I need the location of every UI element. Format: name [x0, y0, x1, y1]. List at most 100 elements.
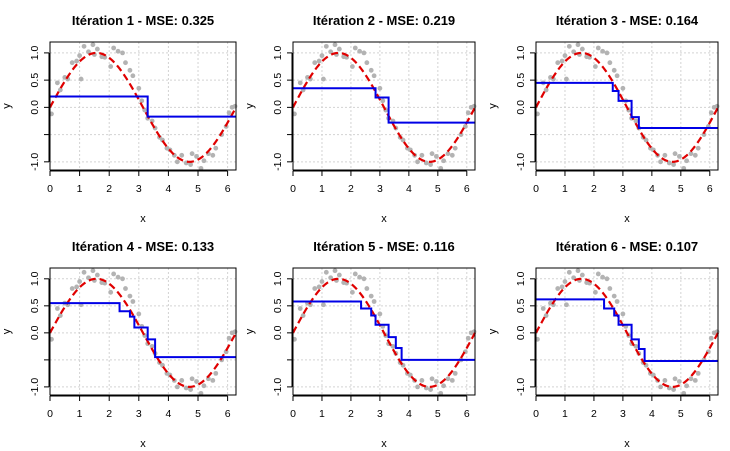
- x-tick-label: 6: [707, 408, 713, 420]
- x-tick-label: 4: [649, 183, 655, 195]
- y-axis: -1.0 0.0 0.5 1.0: [515, 271, 536, 396]
- data-point: [336, 272, 342, 278]
- x-tick-label: 1: [562, 408, 568, 420]
- y-axis: -1.0 0.0 0.5 1.0: [29, 271, 50, 396]
- data-point: [441, 158, 447, 164]
- data-point: [607, 286, 613, 291]
- data-point: [81, 269, 87, 275]
- x-tick-label: 5: [195, 408, 201, 420]
- x-tick-label: 0: [533, 183, 539, 195]
- y-tick-label: 0.5: [29, 298, 41, 313]
- data-point: [123, 60, 128, 66]
- data-point: [188, 387, 194, 392]
- data-point: [564, 76, 569, 82]
- x-axis: 0 1 2 3 4 5 6: [533, 170, 713, 195]
- data-point: [445, 376, 451, 382]
- data-point: [415, 159, 420, 165]
- x-axis: 0 1 2 3 4 5 6: [47, 395, 231, 420]
- data-point: [708, 110, 714, 116]
- data-point: [611, 67, 617, 73]
- data-point: [708, 335, 714, 341]
- y-axis-label: y: [1, 103, 13, 109]
- y-tick-label: 0.0: [272, 325, 284, 340]
- data-point: [676, 153, 682, 159]
- data-point: [377, 311, 383, 317]
- data-point: [316, 58, 322, 64]
- data-point: [643, 137, 649, 143]
- data-point: [595, 271, 601, 277]
- data-point: [189, 151, 195, 157]
- data-point: [600, 274, 606, 280]
- data-point: [428, 162, 433, 167]
- x-axis-label: x: [624, 213, 630, 225]
- data-point: [332, 268, 338, 274]
- data-point: [600, 48, 606, 54]
- data-point: [297, 306, 303, 311]
- data-point: [179, 152, 185, 158]
- x-tick-label: 2: [106, 408, 112, 420]
- y-tick-label: -1.0: [272, 378, 284, 396]
- plot-frame: [292, 41, 476, 171]
- data-point: [120, 50, 125, 56]
- y-tick-label: 0.5: [272, 73, 284, 88]
- grid-lines: [535, 42, 718, 170]
- x-tick-label: 0: [290, 183, 296, 195]
- data-point: [465, 335, 471, 341]
- y-tick-label: 0.0: [29, 100, 41, 115]
- x-axis-label: x: [140, 438, 146, 450]
- grid-lines: [535, 268, 718, 395]
- data-point: [55, 80, 60, 86]
- data-point: [174, 384, 180, 390]
- panel-1: Itération 1 - MSE: 0.325 0 1 2 3 4 5 6 -1.0 0.0 0.…: [1, 13, 238, 225]
- data-point: [595, 45, 601, 51]
- data-point: [676, 379, 682, 384]
- y-axis: -1.0 0.0 0.5 1.0: [29, 45, 50, 171]
- data-point: [566, 269, 572, 275]
- data-point: [614, 299, 620, 304]
- data-point: [136, 311, 142, 317]
- y-axis-label: y: [1, 328, 13, 334]
- x-tick-label: 0: [290, 408, 296, 420]
- x-tick-label: 1: [562, 183, 568, 195]
- data-point: [471, 103, 477, 109]
- data-point: [662, 378, 668, 383]
- data-point: [458, 132, 464, 137]
- x-tick-label: 1: [319, 408, 325, 420]
- data-point: [368, 67, 374, 73]
- data-point: [111, 271, 117, 277]
- x-tick-label: 2: [591, 183, 597, 195]
- data-point: [371, 299, 377, 304]
- data-point: [115, 274, 121, 280]
- data-point: [452, 370, 458, 376]
- data-point: [407, 372, 413, 378]
- panel-title: Itération 3 - MSE: 0.164: [556, 13, 699, 28]
- data-point: [433, 379, 439, 384]
- data-point: [323, 43, 329, 49]
- data-point: [332, 42, 338, 48]
- data-point: [540, 306, 546, 311]
- true-function-line: [292, 277, 476, 388]
- y-tick-label: -1.0: [272, 153, 284, 171]
- data-point: [139, 98, 145, 104]
- data-point: [102, 280, 108, 286]
- y-tick-label: 1.0: [29, 45, 41, 60]
- panel-title: Itération 5 - MSE: 0.116: [313, 239, 455, 254]
- data-point: [319, 279, 325, 284]
- x-axis-label: x: [381, 213, 387, 225]
- data-point: [419, 152, 425, 158]
- x-tick-label: 1: [319, 183, 325, 195]
- data-point: [441, 383, 447, 389]
- data-point: [210, 378, 216, 383]
- panel-2: Itération 2 - MSE: 0.219 0 1 2 3 4 5 6 -1.0 0.0 0.…: [244, 13, 477, 225]
- y-tick-label: -1.0: [29, 153, 41, 171]
- data-point: [433, 153, 439, 159]
- data-point: [108, 64, 114, 69]
- data-point: [465, 110, 471, 116]
- data-point: [127, 67, 133, 73]
- data-point: [452, 145, 458, 151]
- fitted-step-line: [536, 81, 718, 130]
- data-point: [579, 46, 585, 52]
- data-point: [357, 274, 363, 280]
- data-point: [559, 284, 565, 290]
